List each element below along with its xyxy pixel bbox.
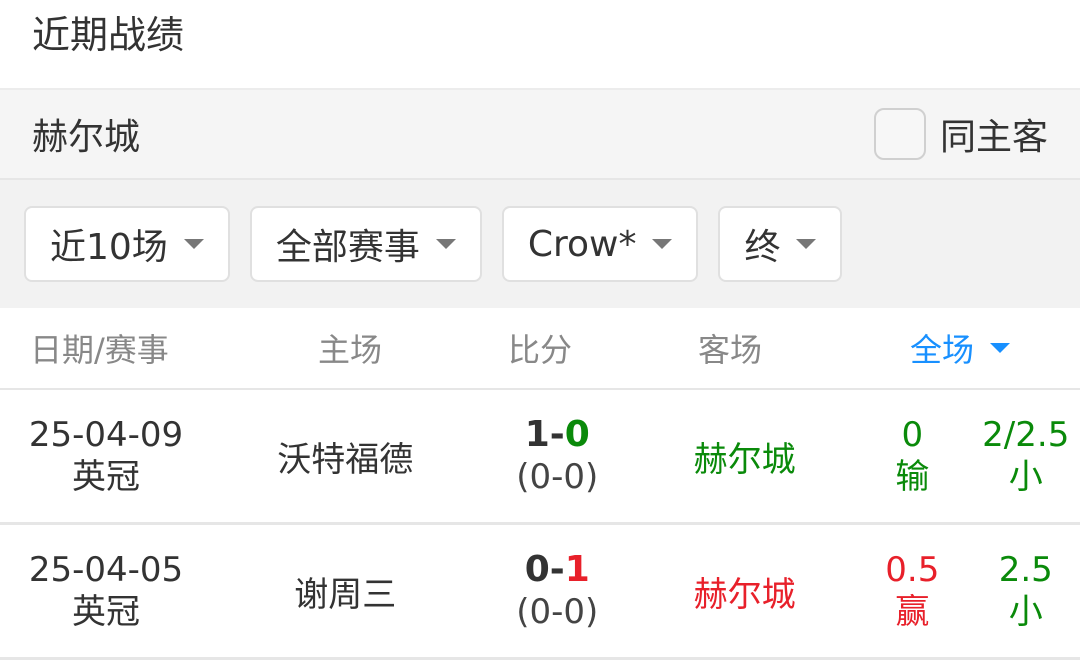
filter-bar: 近10场 全部赛事 Crow* 终: [0, 180, 1080, 308]
date-league: 25-04-09 英冠: [0, 414, 212, 498]
table-row[interactable]: 25-04-05 英冠 谢周三 0-1 (0-0) 赫尔城 0.5 赢 2.5 小: [0, 525, 1080, 660]
half-score: (0-0): [516, 457, 599, 497]
range-dropdown[interactable]: 近10场: [24, 206, 230, 282]
match-date: 25-04-09: [28, 415, 184, 455]
dropdown-label: Crow*: [527, 223, 637, 265]
caret-down-icon: [796, 239, 817, 249]
home-team: 谢周三: [294, 574, 397, 615]
score: 0-1 (0-0): [478, 549, 636, 633]
score: 1-0 (0-0): [478, 414, 636, 498]
dropdown-label: 全部赛事: [275, 227, 420, 268]
score-home: 1: [524, 414, 550, 455]
handicap-result: 输: [895, 457, 930, 497]
handicap: 0.5 赢: [853, 549, 971, 633]
caret-down-icon: [652, 239, 673, 249]
header-full: 全场: [909, 331, 974, 369]
caret-down-icon: [183, 239, 204, 249]
league: 英冠: [72, 457, 141, 497]
checkbox-box[interactable]: [873, 108, 926, 160]
score-away: 1: [564, 549, 590, 590]
ou-value: 2.5: [998, 550, 1053, 590]
bookmaker-dropdown[interactable]: Crow*: [501, 206, 699, 282]
dropdown-label: 终: [744, 227, 781, 268]
away-team: 赫尔城: [693, 439, 796, 480]
odds-type-dropdown[interactable]: 终: [718, 206, 843, 282]
header-home: 主场: [317, 331, 382, 369]
ou-result: 小: [1008, 457, 1043, 497]
same-home-label: 同主客: [939, 117, 1048, 158]
handicap-value: 0.5: [885, 550, 940, 590]
ou-value: 2/2.5: [982, 415, 1070, 455]
handicap-value: 0: [901, 415, 924, 455]
ou-result: 小: [1008, 592, 1043, 632]
team-name: 赫尔城: [32, 117, 141, 158]
caret-down-icon: [435, 239, 456, 249]
table-header: 日期/赛事 主场 比分 客场 全场: [0, 308, 1080, 390]
caret-down-icon: [990, 343, 1010, 353]
same-home-checkbox[interactable]: 同主客: [873, 108, 1048, 160]
team-bar: 赫尔城 同主客: [0, 88, 1080, 180]
score-home: 0: [524, 549, 550, 590]
full-time-sort-dropdown[interactable]: 全场: [840, 325, 1080, 371]
half-score: (0-0): [516, 592, 599, 632]
competition-dropdown[interactable]: 全部赛事: [249, 206, 482, 282]
home-team: 沃特福德: [277, 439, 414, 480]
handicap-result: 赢: [895, 592, 930, 632]
over-under: 2.5 小: [972, 549, 1080, 633]
dropdown-label: 近10场: [50, 227, 168, 268]
date-league: 25-04-05 英冠: [0, 549, 212, 633]
score-sep: -: [549, 549, 565, 590]
header-score: 比分: [507, 331, 572, 369]
score-away: 0: [564, 414, 590, 455]
away-team: 赫尔城: [693, 574, 796, 615]
header-date: 日期/赛事: [30, 331, 169, 369]
over-under: 2/2.5 小: [972, 414, 1080, 498]
header-away: 客场: [697, 331, 762, 369]
match-date: 25-04-05: [28, 550, 184, 590]
league: 英冠: [72, 592, 141, 632]
score-sep: -: [549, 414, 565, 455]
page-title: 近期战绩: [32, 13, 185, 57]
